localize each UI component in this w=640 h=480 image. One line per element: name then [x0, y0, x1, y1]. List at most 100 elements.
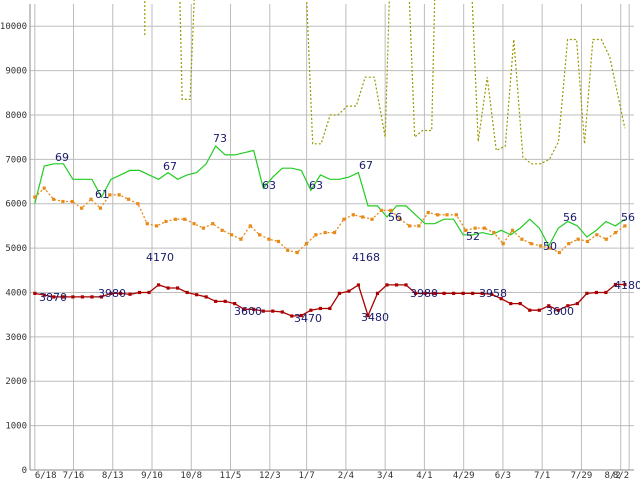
- series-red-point: [375, 291, 380, 295]
- series-red-point: [509, 301, 513, 306]
- series-orange-point: [623, 224, 627, 228]
- series-orange-point: [323, 230, 327, 235]
- series-orange-point: [295, 250, 299, 255]
- series-red-point: [118, 291, 123, 295]
- data-label: 3980: [410, 287, 438, 300]
- y-tick-labels: 0 1000 2000 3000 4000 5000 6000 7000 8000 9000 100…: [0, 22, 27, 476]
- series-orange-point: [454, 213, 458, 217]
- series-red-point: [413, 291, 418, 295]
- series-lines: [33, 0, 627, 318]
- series-red-point: [309, 308, 313, 312]
- grid-lines: [29, 4, 634, 471]
- series-orange-point: [548, 246, 552, 250]
- series-red-point: [356, 283, 361, 287]
- series-red-point: [404, 283, 408, 287]
- data-label: 3470: [294, 312, 322, 325]
- y-tick-label: 4000: [5, 288, 27, 298]
- series-red-point: [518, 301, 522, 306]
- series-orange-point: [286, 248, 290, 252]
- y-tick-label: 9000: [5, 67, 27, 77]
- series-red-point: [109, 291, 113, 295]
- series-orange-point: [98, 206, 102, 210]
- series-orange-point: [426, 210, 430, 215]
- data-label: 52: [466, 230, 480, 243]
- data-label: 4170: [146, 251, 174, 264]
- series-olive-line: [408, 0, 436, 139]
- x-tick-label: 1/7: [298, 471, 314, 480]
- series-orange-point: [510, 228, 515, 232]
- data-label: 56: [388, 211, 402, 224]
- data-labels: 69 61 67 73 63 63 67 56 52 50 56 56 3870 3980 4170 3600…: [39, 132, 640, 325]
- series-orange-point: [351, 213, 355, 217]
- series-orange-point: [539, 244, 543, 248]
- series-red-point: [423, 291, 427, 295]
- series-red-point: [156, 283, 161, 287]
- y-tick-label: 3000: [5, 333, 27, 343]
- series-red-point: [166, 286, 170, 290]
- series-red-point: [252, 307, 256, 311]
- x-tick-label: 12/3: [259, 471, 281, 480]
- series-red-point: [233, 301, 237, 306]
- series-red-point: [280, 310, 284, 314]
- series-red-point: [394, 283, 399, 287]
- series-red-point: [604, 290, 608, 295]
- series-red-point: [366, 313, 370, 318]
- series-orange-point: [332, 230, 337, 235]
- x-tick-label: 7/16: [63, 471, 85, 480]
- series-red-point: [471, 291, 475, 295]
- data-label: 3980: [98, 287, 126, 300]
- series-orange-point: [89, 197, 93, 201]
- series-orange-point: [211, 222, 215, 226]
- y-tick-label: 2000: [5, 377, 27, 387]
- series-orange-point: [604, 237, 608, 241]
- series-orange-point: [117, 193, 121, 197]
- x-tick-label: 2/4: [338, 471, 354, 480]
- series-orange-point: [248, 224, 252, 228]
- series-red-point: [461, 291, 465, 295]
- data-label: 73: [213, 132, 227, 145]
- series-red-point: [185, 290, 189, 295]
- x-tick-label: 7/29: [571, 471, 593, 480]
- series-red-point: [214, 299, 218, 303]
- series-red-point: [176, 286, 180, 290]
- series-red-point: [147, 290, 151, 295]
- data-label: 3958: [479, 287, 507, 300]
- series-orange-point: [136, 202, 140, 206]
- series-red-point: [328, 306, 332, 311]
- series-orange-point: [576, 237, 580, 241]
- series-orange-point: [464, 228, 468, 232]
- series-orange-point: [407, 224, 412, 228]
- series-orange-point: [370, 217, 374, 221]
- series-orange-point: [61, 199, 65, 204]
- series-olive-line: [471, 0, 626, 165]
- y-tick-label: 1000: [5, 422, 27, 432]
- series-orange-point: [220, 228, 224, 232]
- series-olive-line: [179, 0, 195, 101]
- series-red-point: [480, 291, 484, 295]
- series-orange-point: [183, 217, 187, 221]
- series-orange-point: [80, 206, 84, 210]
- series-orange-point: [482, 226, 487, 230]
- data-label: 63: [309, 179, 323, 192]
- series-red-point: [80, 295, 85, 299]
- series-red-point: [204, 295, 208, 299]
- x-tick-label: 9/10: [141, 471, 163, 480]
- x-tick-labels: 6/18 7/16 8/13 9/10 10/8 11/5 12/3 1/7 2/4 3/4 4/1…: [35, 471, 629, 480]
- series-orange-point: [520, 237, 524, 241]
- data-label: 67: [163, 160, 177, 173]
- series-red-point: [61, 295, 65, 299]
- series-orange-point: [342, 217, 346, 221]
- x-tick-label: 7/1: [534, 471, 550, 480]
- series-red-point: [623, 282, 627, 287]
- series-orange-point: [492, 230, 496, 235]
- series-orange-point: [70, 199, 74, 204]
- series-red-point: [195, 293, 199, 297]
- series-red-point: [223, 299, 227, 303]
- data-label: 67: [359, 159, 373, 172]
- x-tick-label: 3/4: [377, 471, 393, 480]
- series-orange-point: [145, 222, 149, 226]
- series-red-point: [499, 297, 503, 301]
- data-label: 56: [563, 211, 577, 224]
- series-red-point: [537, 308, 541, 312]
- series-red-point: [128, 292, 132, 296]
